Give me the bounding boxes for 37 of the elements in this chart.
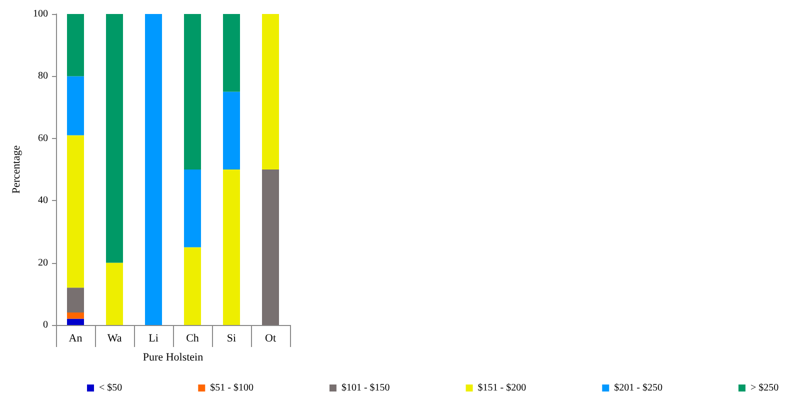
bar — [67, 318, 84, 325]
legend-label: $51 - $100 — [210, 382, 254, 394]
legend-label: $201 - $250 — [614, 382, 662, 394]
y-tick-label: 0 — [43, 320, 48, 330]
bar — [184, 170, 201, 248]
bar — [67, 76, 84, 136]
y-axis-title: Percentage — [10, 145, 22, 194]
x-tick-label: An — [68, 332, 83, 344]
bar — [106, 14, 123, 263]
x-axis-title: Pure Holstein — [142, 352, 204, 364]
legend-label: $151 - $200 — [478, 382, 526, 394]
legend-label: $101 - $150 — [341, 382, 390, 394]
legend-label: < $50 — [99, 382, 122, 394]
bar — [262, 170, 279, 325]
bar — [106, 262, 123, 325]
bar — [184, 247, 201, 325]
y-tick-label: 100 — [33, 8, 48, 20]
legend-label: > $250 — [750, 382, 779, 394]
y-tick-label: 60 — [38, 132, 48, 144]
y-tick-label: 40 — [38, 195, 48, 206]
bar — [223, 92, 240, 170]
x-tick-label: Ot — [265, 332, 276, 344]
bar — [67, 14, 84, 76]
x-tick-label: Li — [148, 332, 158, 344]
bar — [145, 14, 162, 325]
bar — [223, 14, 240, 92]
bar — [67, 135, 84, 288]
x-tick-label: Ch — [186, 332, 200, 344]
bar — [184, 14, 201, 170]
bar — [223, 170, 240, 325]
y-tick-label: 80 — [38, 70, 48, 82]
bar — [67, 312, 84, 319]
x-tick-label: Wa — [107, 332, 122, 344]
bar — [67, 288, 84, 313]
y-tick-label: 20 — [38, 257, 48, 268]
x-tick-label: Si — [226, 332, 236, 344]
bar — [262, 14, 279, 170]
